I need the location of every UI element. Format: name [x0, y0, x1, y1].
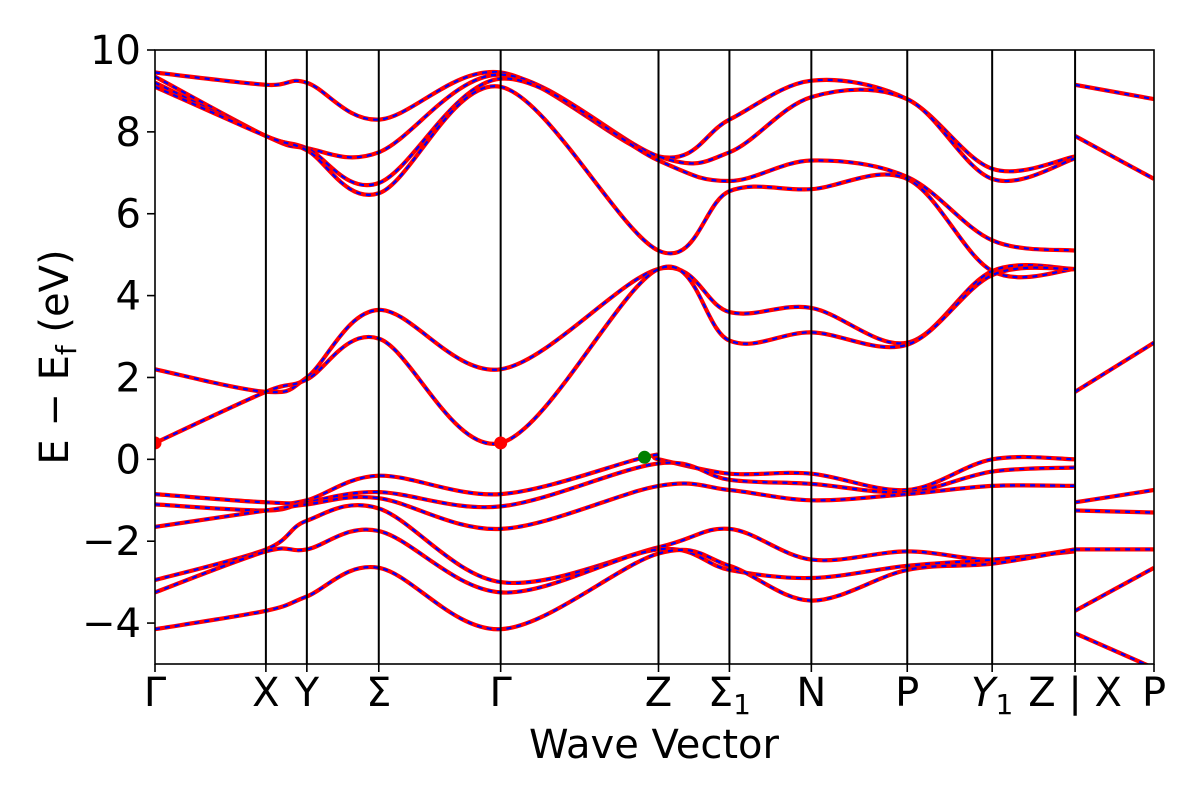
- band-line: [1073, 340, 1154, 394]
- x-tick-label: Σ: [366, 670, 391, 716]
- x-tick-label: N: [796, 670, 826, 716]
- x-tick-label: P: [895, 670, 919, 716]
- x-axis-ticks: Γ X Y Σ Γ Z Σ1 N P Y1 Z | X P: [144, 664, 1166, 721]
- y-tick-label: 4: [116, 274, 141, 320]
- band-extremum-marker: [494, 436, 508, 450]
- band-line: [155, 72, 1076, 184]
- y-axis-ticks: −4 −2 0 2 4 6 8 10: [82, 28, 155, 647]
- y-tick-label: 2: [116, 355, 141, 401]
- y-tick-label: 8: [116, 110, 141, 156]
- x-tick-label: P: [1142, 670, 1166, 716]
- y-tick-label: 0: [116, 437, 141, 483]
- band-extremum-marker: [155, 436, 162, 450]
- high-symmetry-lines: [264, 50, 1077, 664]
- band-line-overlay: [155, 77, 1076, 252]
- band-line-overlay: [155, 504, 1076, 585]
- band-line-overlay: [1074, 488, 1154, 504]
- x-tick-label: Γ: [490, 670, 513, 716]
- band-extremum-marker: [638, 450, 652, 464]
- band-line-overlay: [155, 73, 1076, 183]
- y-tick-label: 10: [90, 28, 141, 74]
- band-line-overlay: [155, 265, 1076, 445]
- band-line-overlay: [1074, 566, 1154, 612]
- band-line-overlay: [1075, 509, 1154, 514]
- band-line: [155, 481, 1076, 532]
- y-axis-title: E − Ef (eV): [32, 249, 83, 464]
- y-tick-label: −4: [82, 601, 141, 647]
- band-line: [155, 76, 1076, 253]
- band-line-overlay: [155, 528, 1076, 594]
- x-tick-label: Z | X: [1028, 670, 1122, 716]
- x-tick-label: X: [252, 670, 279, 716]
- y-tick-label: 6: [116, 192, 141, 238]
- band-line-overlay: [1074, 83, 1154, 101]
- band-line: [155, 84, 1076, 280]
- band-line-overlay: [155, 548, 1076, 631]
- band-line-overlay: [1074, 632, 1148, 664]
- band-line-overlay: [155, 85, 1076, 279]
- x-tick-label: Y1: [971, 670, 1013, 721]
- x-axis-title: Wave Vector: [529, 722, 780, 768]
- band-line: [155, 503, 1076, 586]
- band-line-overlay: [155, 482, 1076, 531]
- x-tick-label: Y: [294, 670, 320, 716]
- x-tick-label: Z: [645, 670, 672, 716]
- x-tick-label: Γ: [144, 670, 167, 716]
- x-tick-label: Σ1: [708, 670, 751, 721]
- y-tick-label: −2: [82, 519, 141, 565]
- extrema-markers: [155, 436, 652, 464]
- plot-frame: [154, 49, 1155, 665]
- bands-layer: [155, 69, 1154, 664]
- band-line-overlay: [155, 264, 1076, 394]
- band-line-overlay: [1074, 135, 1154, 180]
- band-line: [155, 263, 1076, 395]
